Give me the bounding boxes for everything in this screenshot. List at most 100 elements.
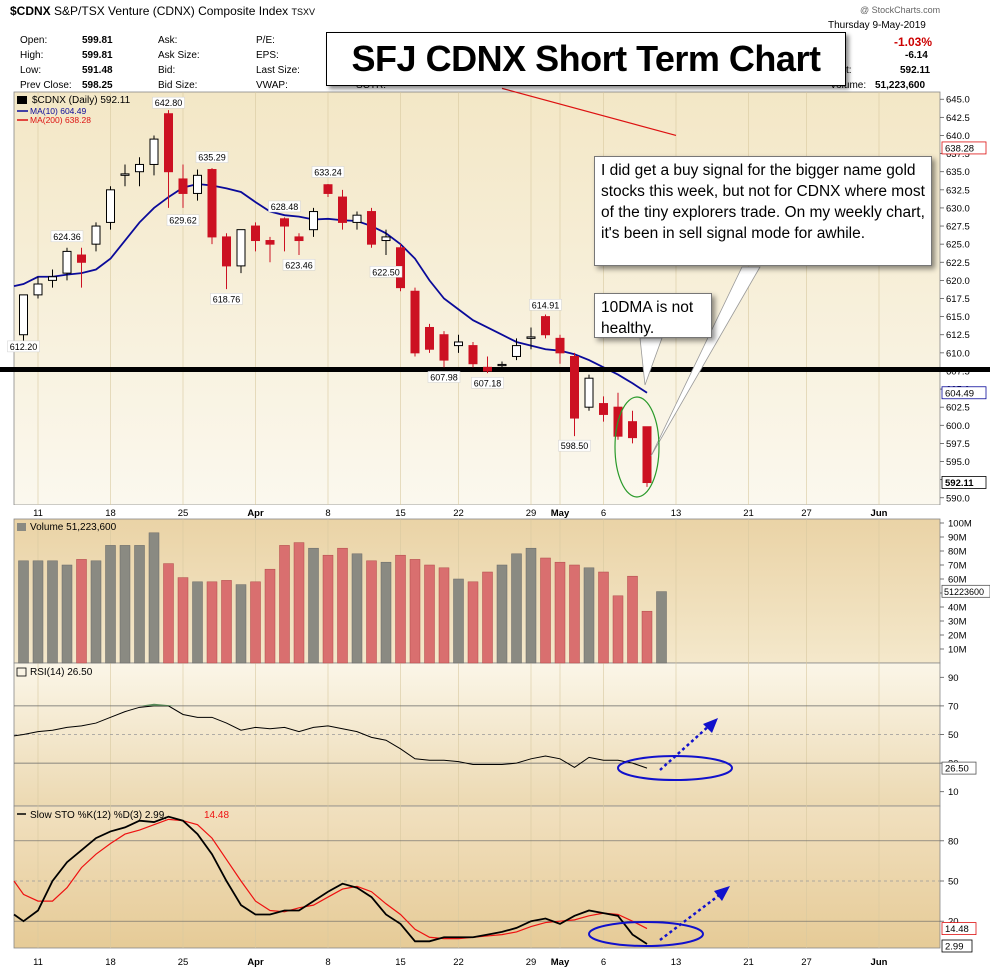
candle-body [251, 225, 260, 242]
volume-label: Volume: [830, 80, 867, 91]
volume-bar [641, 610, 653, 664]
price-y-tick-label: 625.0 [946, 240, 970, 251]
candle-body [381, 236, 391, 242]
candle-body [135, 163, 144, 173]
price-x-tick-label: 6 [601, 508, 606, 519]
candle-body [91, 225, 101, 245]
change-value: -6.14 [905, 50, 928, 61]
sto-x-tick-label: 13 [671, 957, 682, 968]
price-right-tag-box [941, 476, 987, 489]
price-x-tick-label: 25 [178, 508, 189, 519]
price-annotation-box [311, 166, 345, 178]
volume-bar [482, 571, 493, 664]
candle-body [512, 345, 521, 357]
price-annotation: 612.20 [10, 342, 38, 352]
volume-bar [308, 547, 319, 664]
sto-k-right-tag: 2.99 [945, 941, 964, 952]
sto-x-tick-label: 22 [453, 957, 464, 968]
sto-x-tick-label: 18 [105, 957, 116, 968]
volume-bar [177, 577, 189, 664]
price-annotation-box [210, 293, 243, 305]
sto-x-tick-label: May [551, 957, 570, 968]
price-x-tick-label: 11 [33, 508, 43, 519]
price-x-axis-band [0, 505, 990, 519]
legend-candle-swatch [17, 96, 27, 104]
price-annotation-box [529, 299, 562, 311]
sto-x-tick-label: 27 [801, 957, 812, 968]
symbol-line: $CDNX S&P/TSX Venture (CDNX) Composite I… [10, 4, 315, 18]
candle-body [164, 113, 173, 173]
sto-legend: Slow STO %K(12) %D(3) 2.99, [30, 810, 167, 821]
volume-y-tick-label: 80M [948, 547, 967, 558]
sto-x-tick-label: Apr [247, 957, 264, 968]
price-annotation-box [7, 340, 40, 353]
volume-y-tick-label: 90M [948, 533, 967, 544]
candle-body [410, 290, 420, 354]
rsi-arrow-head [703, 718, 718, 733]
price-x-tick-label: 15 [395, 508, 406, 519]
high-value: 599.81 [82, 50, 113, 61]
candle-body [309, 211, 318, 231]
rsi-y-tick-label: 50 [948, 730, 959, 741]
index-description: S&P/TSX Venture (CDNX) Composite Index [54, 4, 289, 18]
ma200-legend: MA(200) 638.28 [30, 115, 91, 125]
volume-bar [540, 557, 551, 664]
sto-y-tick-label: 80 [948, 836, 959, 847]
volume-bar [569, 564, 580, 664]
rsi-arrow-shaft [659, 724, 711, 771]
open-value: 599.81 [82, 35, 113, 46]
candle-body [541, 316, 550, 336]
price-y-tick-label: 595.0 [946, 457, 970, 468]
sto-highlight-ellipse [588, 921, 704, 947]
volume-bar [163, 563, 174, 664]
price-annotation: 628.48 [271, 202, 299, 212]
volume-legend: Volume 51,223,600 [30, 522, 117, 533]
volume-bar [47, 560, 58, 664]
sto-arrow-head [714, 886, 730, 901]
price-legend: $CDNX (Daily) 592.11 [32, 95, 131, 106]
rsi-legend: RSI(14) 26.50 [30, 667, 93, 678]
candle-body [468, 345, 478, 365]
price-annotation-box [166, 214, 200, 226]
price-x-tick-label: Jun [871, 508, 888, 519]
price-y-tick-label: 590.0 [946, 493, 970, 504]
candle-body [599, 403, 608, 415]
sto-legend-d-value: 14.48 [204, 810, 229, 821]
sto-x-tick-label: 8 [325, 957, 330, 968]
candle-body [106, 189, 115, 223]
price-x-tick-label: 13 [671, 508, 682, 519]
ma10-legend: MA(10) 604.49 [30, 106, 86, 116]
price-right-tag: 638.28 [945, 143, 974, 154]
last-label-suffix: t: [846, 65, 852, 76]
sto-k-right-tag-box [941, 939, 973, 953]
volume-bar [511, 553, 522, 664]
stoch-d-line [13, 818, 648, 940]
price-annotation: 624.36 [53, 232, 81, 242]
volume-bar [438, 567, 450, 664]
volume-bar [76, 559, 87, 664]
price-annotation: 622.50 [372, 267, 400, 277]
candle-body [642, 426, 652, 484]
open-label: Open: [20, 35, 48, 46]
volume-bar [554, 561, 566, 664]
volume-y-tick-label: 10M [948, 645, 967, 656]
eps-label: EPS: [256, 50, 279, 61]
price-annotation: 614.91 [532, 300, 560, 310]
exchange: TSXV [291, 7, 315, 17]
price-x-tick-label: 22 [453, 508, 464, 519]
rsi-line [13, 705, 648, 769]
candle-body [323, 184, 333, 194]
rsi-legend-swatch [16, 667, 27, 677]
candle-body [454, 341, 463, 347]
callout-pointer-ma10 [639, 337, 663, 386]
volume-bar [134, 545, 145, 664]
volume-bar [453, 578, 464, 664]
volume-bar [264, 568, 276, 664]
stoch-k-line [13, 815, 648, 945]
ma10-line [13, 183, 648, 394]
chart-title-box: SFJ CDNX Short Term Chart [326, 32, 846, 86]
sto-y-tick-label: 50 [948, 877, 959, 888]
volume-bar [612, 595, 624, 664]
price-y-tick-label: 642.5 [946, 113, 970, 124]
